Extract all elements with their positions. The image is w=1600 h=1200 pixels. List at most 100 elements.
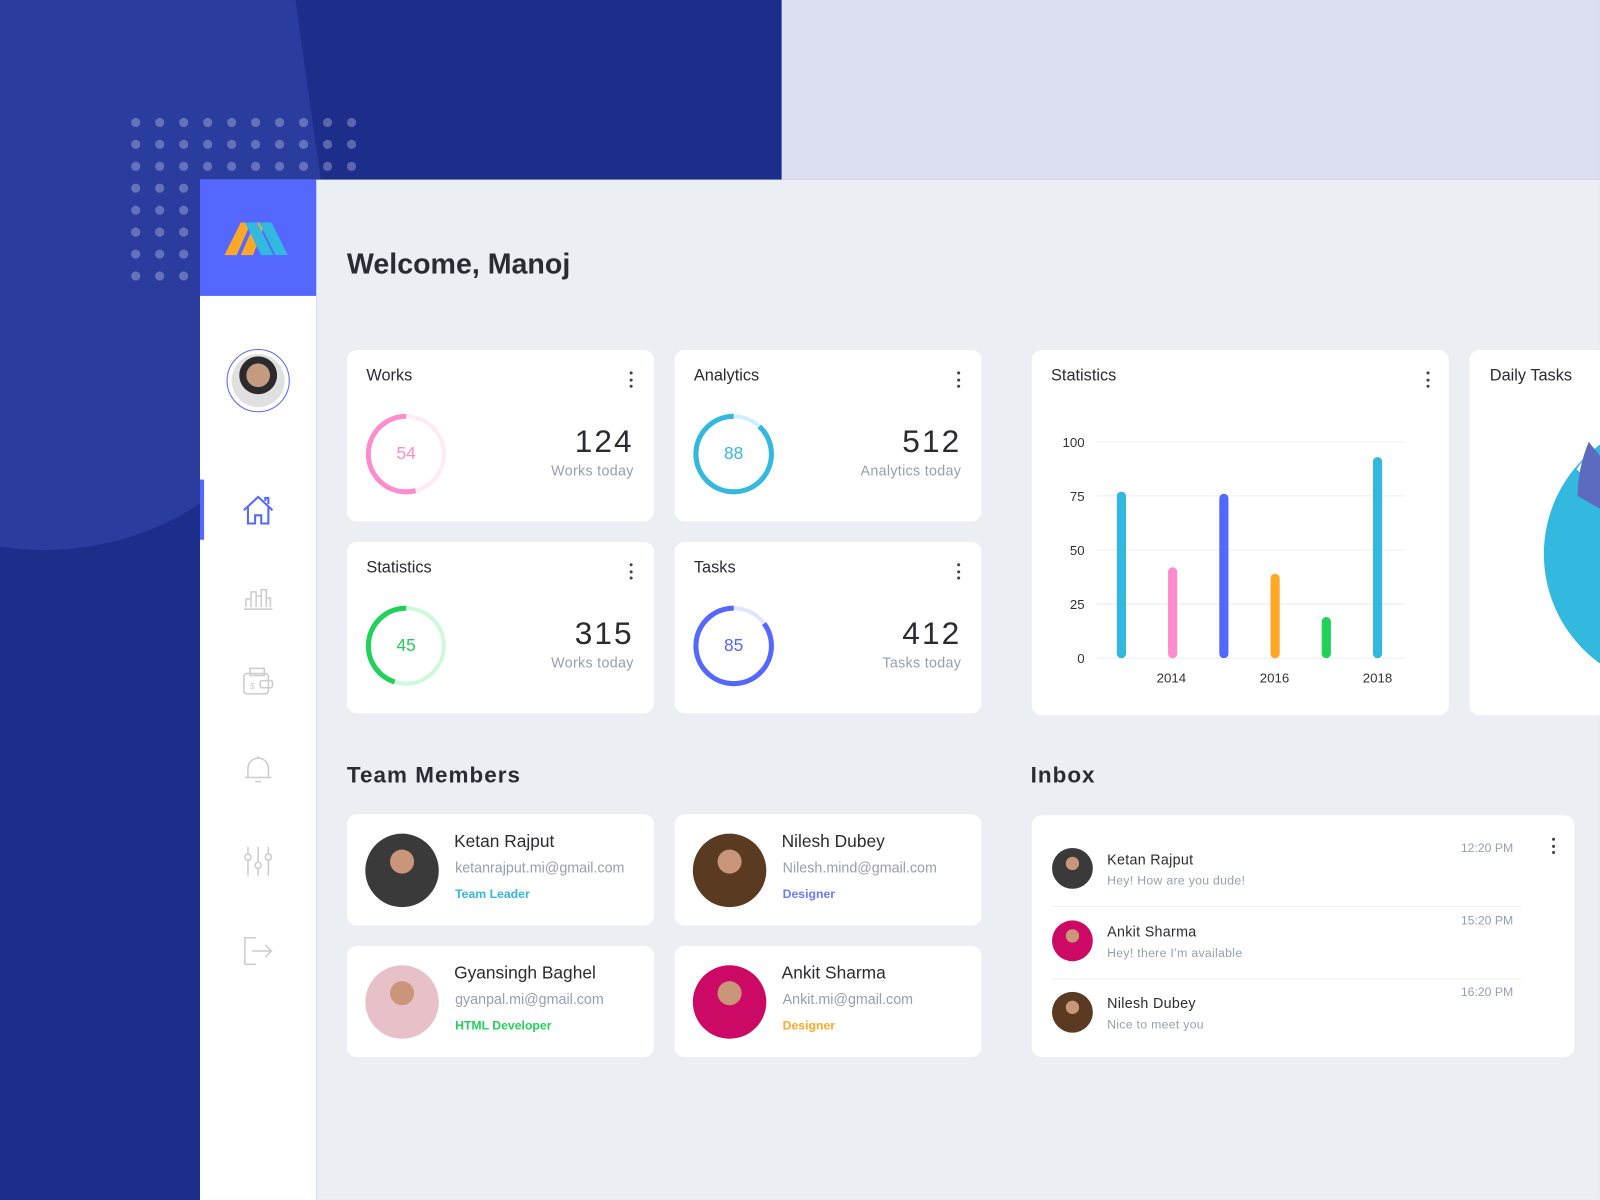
progress-arc — [693, 413, 774, 495]
decor-dot — [179, 249, 189, 259]
inbox-message[interactable]: Nilesh Dubey Nice to meet you 16:20 PM — [1052, 980, 1521, 1051]
home-icon — [243, 495, 274, 525]
message-preview: Nice to meet you — [1107, 1017, 1204, 1032]
logo[interactable] — [199, 179, 317, 296]
inbox-message[interactable]: Ankit Sharma Hey! there I’m available 15… — [1052, 908, 1521, 979]
sidebar-item-statistics[interactable] — [200, 565, 316, 626]
background-panel — [781, 0, 1600, 180]
decor-dot — [322, 161, 333, 171]
stat-value: 412 — [902, 615, 962, 652]
inbox-heading: Inbox — [1030, 762, 1096, 788]
more-options-icon[interactable] — [629, 563, 634, 580]
bar[interactable] — [1270, 573, 1280, 659]
progress-arc — [365, 413, 447, 495]
team-member-card[interactable]: Gyansingh Baghel gyanpal.mi@gmail.com HT… — [346, 945, 655, 1058]
sidebar-item-wallet[interactable]: $ — [200, 651, 316, 712]
decor-dot — [155, 139, 165, 149]
team-member-card[interactable]: Ankit Sharma Ankit.mi@gmail.com Designer — [674, 945, 982, 1058]
card-title: Statistics — [1051, 367, 1117, 385]
sender-avatar — [1052, 919, 1093, 961]
message-time: 15:20 PM — [1460, 912, 1514, 928]
stat-value: 315 — [574, 615, 634, 652]
more-options-icon[interactable] — [1552, 837, 1556, 855]
sidebar-item-settings[interactable] — [200, 831, 316, 892]
bar[interactable] — [1372, 456, 1383, 659]
decor-dot — [179, 205, 189, 215]
inbox-message[interactable]: Ketan Rajput Hey! How are you dude! 12:2… — [1052, 836, 1521, 907]
message-time: 16:20 PM — [1460, 984, 1514, 999]
decor-dot — [203, 117, 213, 128]
bell-icon — [244, 756, 272, 783]
decor-dot — [346, 161, 357, 171]
stat-value: 512 — [902, 423, 962, 460]
decor-dot — [131, 271, 141, 281]
logo-icon — [224, 222, 288, 256]
more-options-icon[interactable] — [1426, 371, 1431, 388]
dot-pattern — [131, 117, 357, 281]
decor-dot — [131, 205, 141, 215]
decor-dot — [274, 117, 285, 128]
stat-caption: Tasks today — [882, 654, 962, 671]
member-name: Gyansingh Baghel — [454, 963, 596, 983]
bar[interactable] — [1116, 491, 1127, 659]
decor-dot — [155, 117, 165, 128]
stat-caption: Analytics today — [860, 462, 962, 479]
stat-card-statistics: Statistics 45 315 Works today — [346, 541, 655, 714]
member-avatar — [365, 965, 439, 1039]
decor-dot — [322, 139, 333, 149]
decor-dot — [179, 117, 189, 128]
sidebar-item-home[interactable] — [200, 480, 316, 541]
card-title: Daily Tasks — [1489, 367, 1573, 385]
x-tick-label: 2016 — [1260, 671, 1289, 686]
decor-dot — [131, 139, 141, 149]
bar-chart-icon — [243, 589, 273, 610]
user-avatar[interactable] — [226, 348, 290, 413]
team-heading: Team Members — [346, 762, 521, 788]
stat-caption: Works today — [551, 462, 634, 479]
bar[interactable] — [1168, 567, 1178, 659]
member-email: Nilesh.mind@gmail.com — [782, 859, 937, 876]
decor-dot — [179, 183, 189, 193]
decor-dot — [274, 139, 285, 149]
more-options-icon[interactable] — [629, 371, 634, 388]
team-member-card[interactable]: Ketan Rajput ketanrajput.mi@gmail.com Te… — [346, 814, 655, 926]
member-role: Designer — [782, 886, 836, 902]
decor-dot — [227, 139, 237, 149]
decor-dot — [155, 161, 165, 171]
daily-tasks-card: Daily Tasks — [1469, 349, 1600, 716]
member-email: ketanrajput.mi@gmail.com — [455, 859, 625, 876]
bar[interactable] — [1321, 617, 1331, 659]
y-tick-label: 50 — [1070, 543, 1085, 558]
member-role: Team Leader — [455, 886, 530, 902]
pie-slice-purple — [1577, 441, 1600, 509]
card-title: Tasks — [693, 559, 736, 577]
stat-caption: Works today — [551, 654, 634, 671]
more-options-icon[interactable] — [957, 371, 961, 388]
sender-name: Nilesh Dubey — [1107, 994, 1196, 1012]
sidebar-item-notifications[interactable] — [200, 739, 316, 800]
decor-dot — [155, 271, 165, 281]
team-member-card[interactable]: Nilesh Dubey Nilesh.mind@gmail.com Desig… — [674, 814, 982, 926]
bar[interactable] — [1219, 493, 1229, 659]
message-time: 12:20 PM — [1460, 840, 1514, 856]
decor-dot — [179, 227, 189, 237]
more-options-icon[interactable] — [957, 563, 961, 580]
stat-card-works: Works 54 124 Works today — [346, 349, 655, 522]
sidebar-item-logout[interactable] — [200, 920, 316, 981]
stat-card-analytics: Analytics 88 512 Analytics today — [674, 349, 982, 522]
decor-dot — [203, 161, 213, 171]
decor-dot — [251, 117, 261, 128]
decor-dot — [131, 117, 141, 128]
y-tick-label: 25 — [1070, 597, 1085, 612]
decor-dot — [274, 161, 285, 171]
decor-dot — [227, 161, 237, 171]
progress-arc — [365, 605, 447, 687]
decor-dot — [155, 205, 165, 215]
sender-name: Ketan Rajput — [1107, 851, 1194, 868]
decor-dot — [131, 183, 141, 193]
member-avatar — [692, 965, 767, 1039]
bar-chart: 0 25 50 75 100 2014 2016 2018 — [1063, 435, 1406, 686]
member-role: Designer — [782, 1018, 836, 1033]
statistics-chart-card: Statistics 0 25 50 75 100 2014 2016 2018 — [1031, 349, 1449, 716]
progress-arc — [693, 605, 774, 687]
